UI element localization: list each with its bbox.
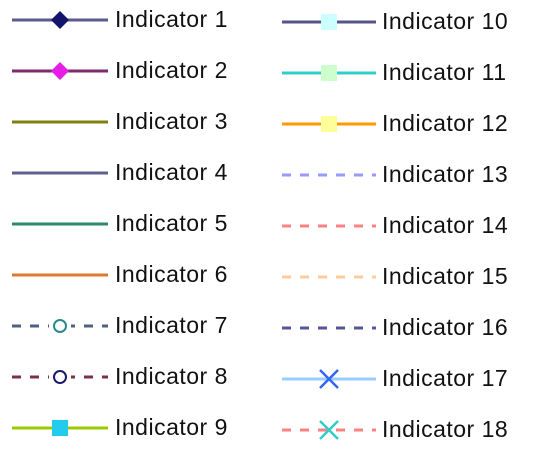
legend-item: Indicator 17 [282, 365, 508, 391]
legend-label: Indicator 4 [115, 159, 228, 185]
legend-label: Indicator 1 [115, 6, 228, 32]
legend-label: Indicator 5 [115, 210, 228, 236]
legend-item: Indicator 11 [282, 59, 506, 85]
legend-label: Indicator 9 [115, 414, 228, 440]
legend-label: Indicator 2 [115, 57, 228, 83]
legend-item: Indicator 12 [282, 110, 508, 136]
legend-marker [52, 420, 68, 436]
legend-label: Indicator 14 [382, 212, 508, 238]
legend-label: Indicator 18 [382, 416, 508, 442]
legend-label: Indicator 15 [382, 263, 508, 289]
legend-item: Indicator 13 [282, 161, 508, 187]
legend-label: Indicator 6 [115, 261, 228, 287]
legend-label: Indicator 12 [382, 110, 508, 136]
legend-marker [319, 420, 339, 440]
legend-item: Indicator 8 [12, 363, 228, 389]
legend-marker [319, 369, 339, 389]
legend-marker [51, 62, 69, 80]
legend-marker [53, 319, 67, 333]
legend-item: Indicator 3 [12, 108, 228, 134]
legend-label: Indicator 16 [382, 314, 508, 340]
legend-item: Indicator 4 [12, 159, 228, 185]
legend-item: Indicator 14 [282, 212, 508, 238]
legend-item: Indicator 10 [282, 8, 508, 34]
legend-marker [53, 370, 67, 384]
legend-marker [321, 14, 337, 30]
legend-item: Indicator 7 [12, 312, 228, 338]
legend-label: Indicator 8 [115, 363, 228, 389]
legend-label: Indicator 17 [382, 365, 508, 391]
legend-item: Indicator 5 [12, 210, 228, 236]
legend-marker [51, 11, 69, 29]
legend-marker [321, 116, 337, 132]
legend-label: Indicator 10 [382, 8, 508, 34]
legend-item: Indicator 2 [12, 57, 228, 83]
legend-label: Indicator 3 [115, 108, 228, 134]
legend-item: Indicator 9 [12, 414, 228, 440]
legend-label: Indicator 7 [115, 312, 228, 338]
legend-item: Indicator 15 [282, 263, 508, 289]
legend-item: Indicator 18 [282, 416, 508, 442]
legend-label: Indicator 13 [382, 161, 508, 187]
legend-marker [321, 65, 337, 81]
legend-item: Indicator 1 [12, 6, 228, 32]
legend-label: Indicator 11 [382, 59, 506, 85]
legend-item: Indicator 6 [12, 261, 228, 287]
legend-item: Indicator 16 [282, 314, 508, 340]
